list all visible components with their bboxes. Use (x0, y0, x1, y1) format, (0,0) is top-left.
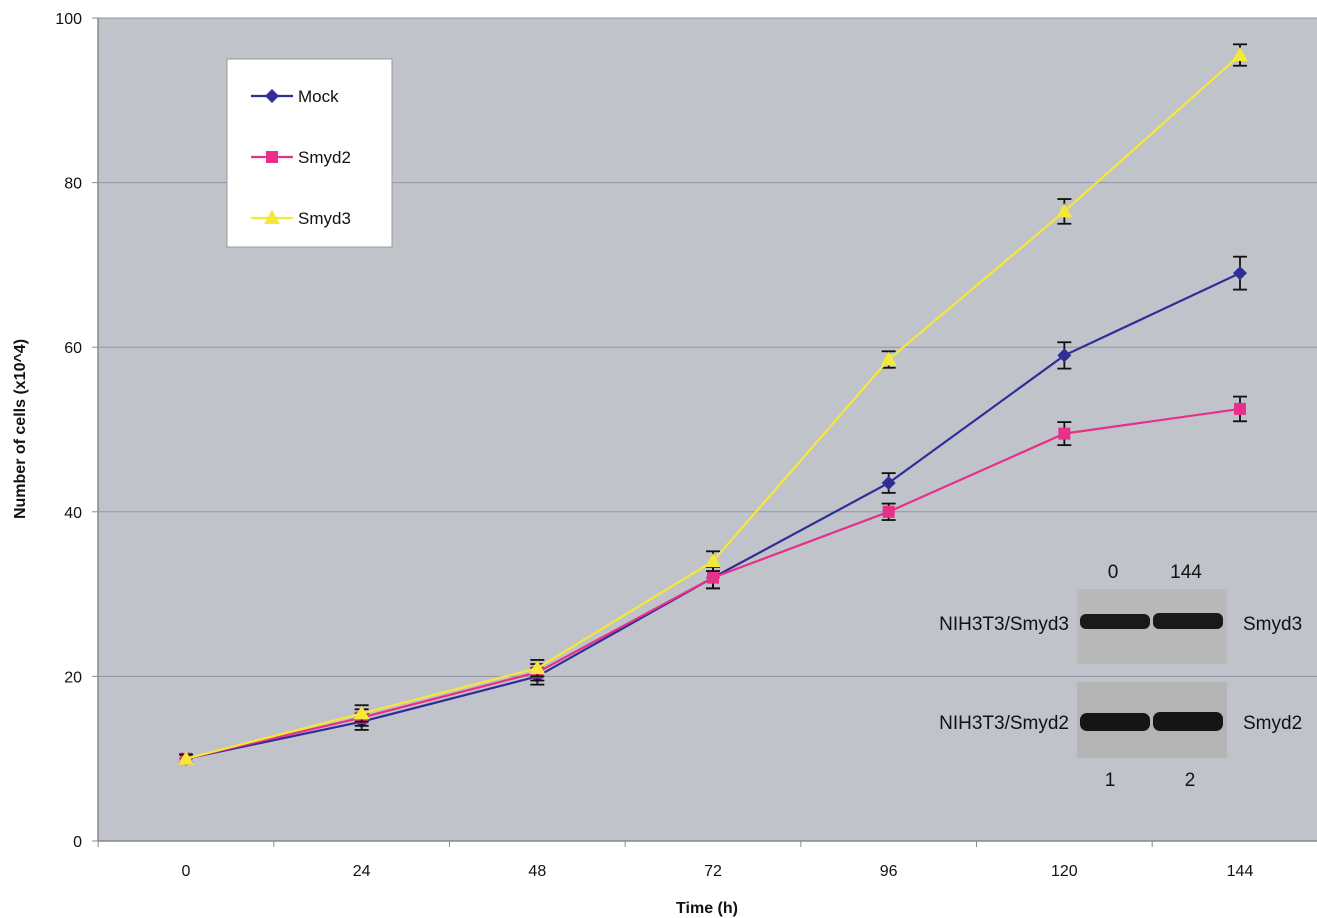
data-point-smyd3 (353, 705, 370, 720)
legend-marker-smyd2 (266, 151, 278, 163)
blot-band-smyd3-lane2 (1153, 613, 1223, 629)
y-tick-label-40: 40 (64, 505, 82, 522)
data-point-mock (881, 475, 896, 490)
y-tick-label-80: 80 (64, 176, 82, 193)
data-point-mock (1057, 348, 1072, 363)
x-tick-label-96: 96 (880, 863, 898, 880)
legend-box (226, 58, 393, 248)
x-tick-label-144: 144 (1227, 863, 1254, 880)
data-point-smyd3 (1056, 203, 1073, 218)
legend-label-smyd2: Smyd2 (298, 148, 351, 167)
data-point-smyd3 (705, 553, 721, 568)
x-tick-label-120: 120 (1051, 863, 1078, 880)
blot-time-label-144: 144 (1170, 562, 1202, 583)
western-blot-inset: 0 144 NIH3T3/Smyd3 Smyd3 NIH3T3/Smyd2 Sm… (939, 562, 1302, 791)
legend-marker-smyd3 (264, 210, 280, 224)
blot-lane-label-1: 1 (1105, 770, 1116, 791)
blot-band-smyd2-lane1 (1080, 713, 1150, 731)
data-point-smyd3 (178, 750, 194, 765)
data-point-smyd2 (1058, 427, 1071, 440)
data-point-smyd2 (1234, 402, 1246, 415)
legend: Mock Smyd2 Smyd3 (226, 58, 393, 248)
x-axis-title: Time (h) (676, 900, 738, 917)
blot-lane-label-2: 2 (1185, 770, 1196, 791)
blot-band-smyd3-lane1 (1080, 614, 1150, 629)
data-point-mock (1233, 266, 1247, 281)
y-tick-label-0: 0 (73, 834, 82, 851)
y-tick-labels: 0 20 40 60 80 100 (55, 11, 82, 851)
data-series (178, 43, 1248, 766)
x-tick-label-48: 48 (528, 863, 546, 880)
x-tick-label-0: 0 (182, 863, 191, 880)
blot-protein-smyd3: Smyd3 (1243, 614, 1302, 635)
data-point-smyd2 (707, 571, 719, 584)
blot-cell-line-smyd3: NIH3T3/Smyd3 (939, 614, 1069, 635)
blot-band-smyd2-lane2 (1153, 712, 1223, 731)
data-point-smyd3 (880, 351, 897, 366)
legend-label-smyd3: Smyd3 (298, 209, 351, 228)
axes (97, 18, 1317, 842)
legend-label-mock: Mock (298, 87, 339, 106)
blot-cell-line-smyd2: NIH3T3/Smyd2 (939, 713, 1069, 734)
y-tick-label-20: 20 (64, 669, 82, 686)
blot-protein-smyd2: Smyd2 (1243, 713, 1302, 734)
data-point-smyd3 (529, 660, 546, 675)
y-tick-label-100: 100 (55, 11, 82, 28)
data-point-smyd3 (1232, 47, 1248, 62)
x-tick-label-24: 24 (353, 863, 371, 880)
y-tick-label-60: 60 (64, 340, 82, 357)
series-smyd3 (178, 43, 1248, 765)
data-point-smyd2 (882, 505, 895, 518)
x-tick-labels: 0 24 48 72 96 120 144 (182, 863, 1254, 880)
blot-time-label-0: 0 (1108, 562, 1119, 583)
y-axis-title: Number of cells (x10^4) (12, 339, 29, 519)
legend-marker-mock (265, 89, 279, 103)
x-tick-label-72: 72 (704, 863, 722, 880)
